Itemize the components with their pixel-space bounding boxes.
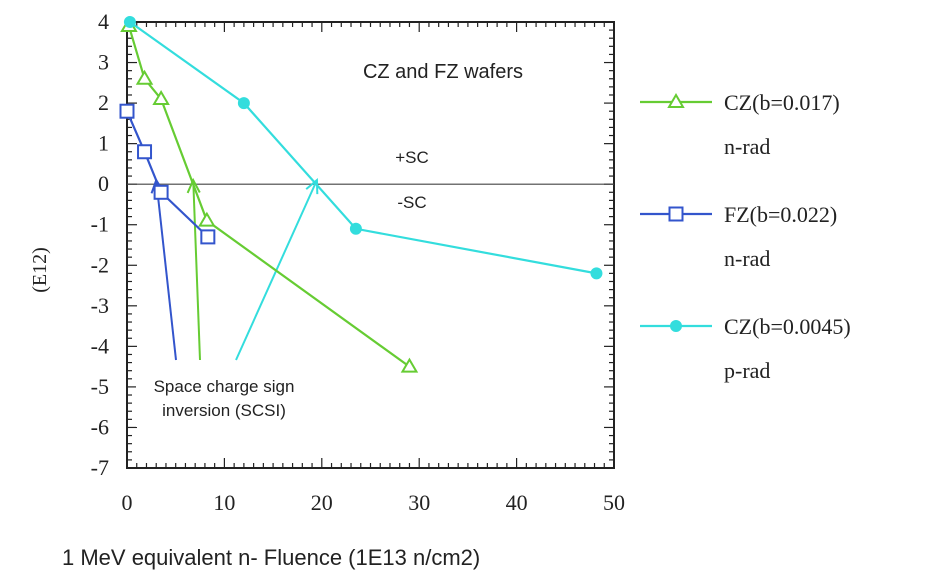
x-tick-label: 30 bbox=[408, 490, 430, 515]
x-tick-label: 0 bbox=[122, 490, 133, 515]
data-point bbox=[135, 69, 154, 85]
x-axis-ticks: 0 10 20 30 40 50 bbox=[122, 22, 625, 515]
scsi-arrow-head bbox=[305, 178, 319, 195]
series-line bbox=[129, 21, 597, 275]
legend-marker bbox=[670, 320, 682, 332]
data-point bbox=[119, 103, 135, 119]
data-point bbox=[237, 97, 250, 110]
legend-sublabel: p-rad bbox=[724, 358, 770, 383]
data-point bbox=[200, 229, 216, 245]
legend-marker bbox=[668, 206, 684, 222]
scsi-arrow-head bbox=[186, 177, 201, 194]
data-series bbox=[119, 16, 603, 373]
y-tick-label: 2 bbox=[98, 90, 109, 115]
legend-label: CZ(b=0.017) bbox=[724, 90, 840, 115]
data-point bbox=[123, 16, 136, 28]
y-tick-label: -2 bbox=[91, 252, 109, 277]
x-tick-label: 10 bbox=[213, 490, 235, 515]
y-tick-label: -5 bbox=[91, 374, 109, 399]
data-point bbox=[152, 90, 170, 106]
y-tick-label: -3 bbox=[91, 293, 109, 318]
y-tick-label: -1 bbox=[91, 212, 109, 237]
negative-sc-label: -SC bbox=[397, 193, 426, 212]
data-point bbox=[349, 222, 362, 235]
x-tick-label: 50 bbox=[603, 490, 625, 515]
y-tick-label: -7 bbox=[91, 455, 109, 480]
series-line bbox=[125, 110, 209, 238]
x-axis-title: 1 MeV equivalent n- Fluence (1E13 n/cm2) bbox=[62, 545, 480, 570]
data-point bbox=[400, 357, 419, 373]
y-axis-ticks: -7 -6 -5 -4 -3 -2 -1 0 1 2 3 4 bbox=[91, 9, 614, 480]
scsi-arrow bbox=[192, 180, 201, 361]
legend: CZ(b=0.017) n-rad FZ(b=0.022) n-rad CZ(b=0.0… bbox=[640, 90, 851, 383]
data-point bbox=[198, 211, 216, 227]
y-tick-label: 4 bbox=[98, 9, 109, 34]
positive-sc-label: +SC bbox=[395, 148, 429, 167]
legend-sublabel: n-rad bbox=[724, 246, 770, 271]
scsi-label-line2: inversion (SCSI) bbox=[162, 401, 286, 420]
data-point bbox=[137, 144, 153, 160]
y-tick-label: 3 bbox=[98, 50, 109, 75]
legend-label: CZ(b=0.0045) bbox=[724, 314, 851, 339]
y-axis-title: (E12) bbox=[29, 247, 51, 293]
scsi-label-line1: Space charge sign bbox=[154, 377, 295, 396]
data-point bbox=[590, 267, 603, 280]
x-tick-label: 40 bbox=[506, 490, 528, 515]
y-tick-label: 0 bbox=[98, 171, 109, 196]
chart-title: CZ and FZ wafers bbox=[363, 61, 523, 83]
x-tick-label: 20 bbox=[311, 490, 333, 515]
legend-marker bbox=[667, 93, 685, 108]
data-point bbox=[153, 184, 169, 200]
legend-label: FZ(b=0.022) bbox=[724, 202, 837, 227]
y-tick-label: -4 bbox=[91, 333, 109, 358]
scsi-arrow bbox=[155, 180, 177, 361]
y-tick-label: -6 bbox=[91, 414, 109, 439]
y-tick-label: 1 bbox=[98, 131, 109, 156]
legend-sublabel: n-rad bbox=[724, 134, 770, 159]
scsi-label-box bbox=[136, 372, 336, 427]
